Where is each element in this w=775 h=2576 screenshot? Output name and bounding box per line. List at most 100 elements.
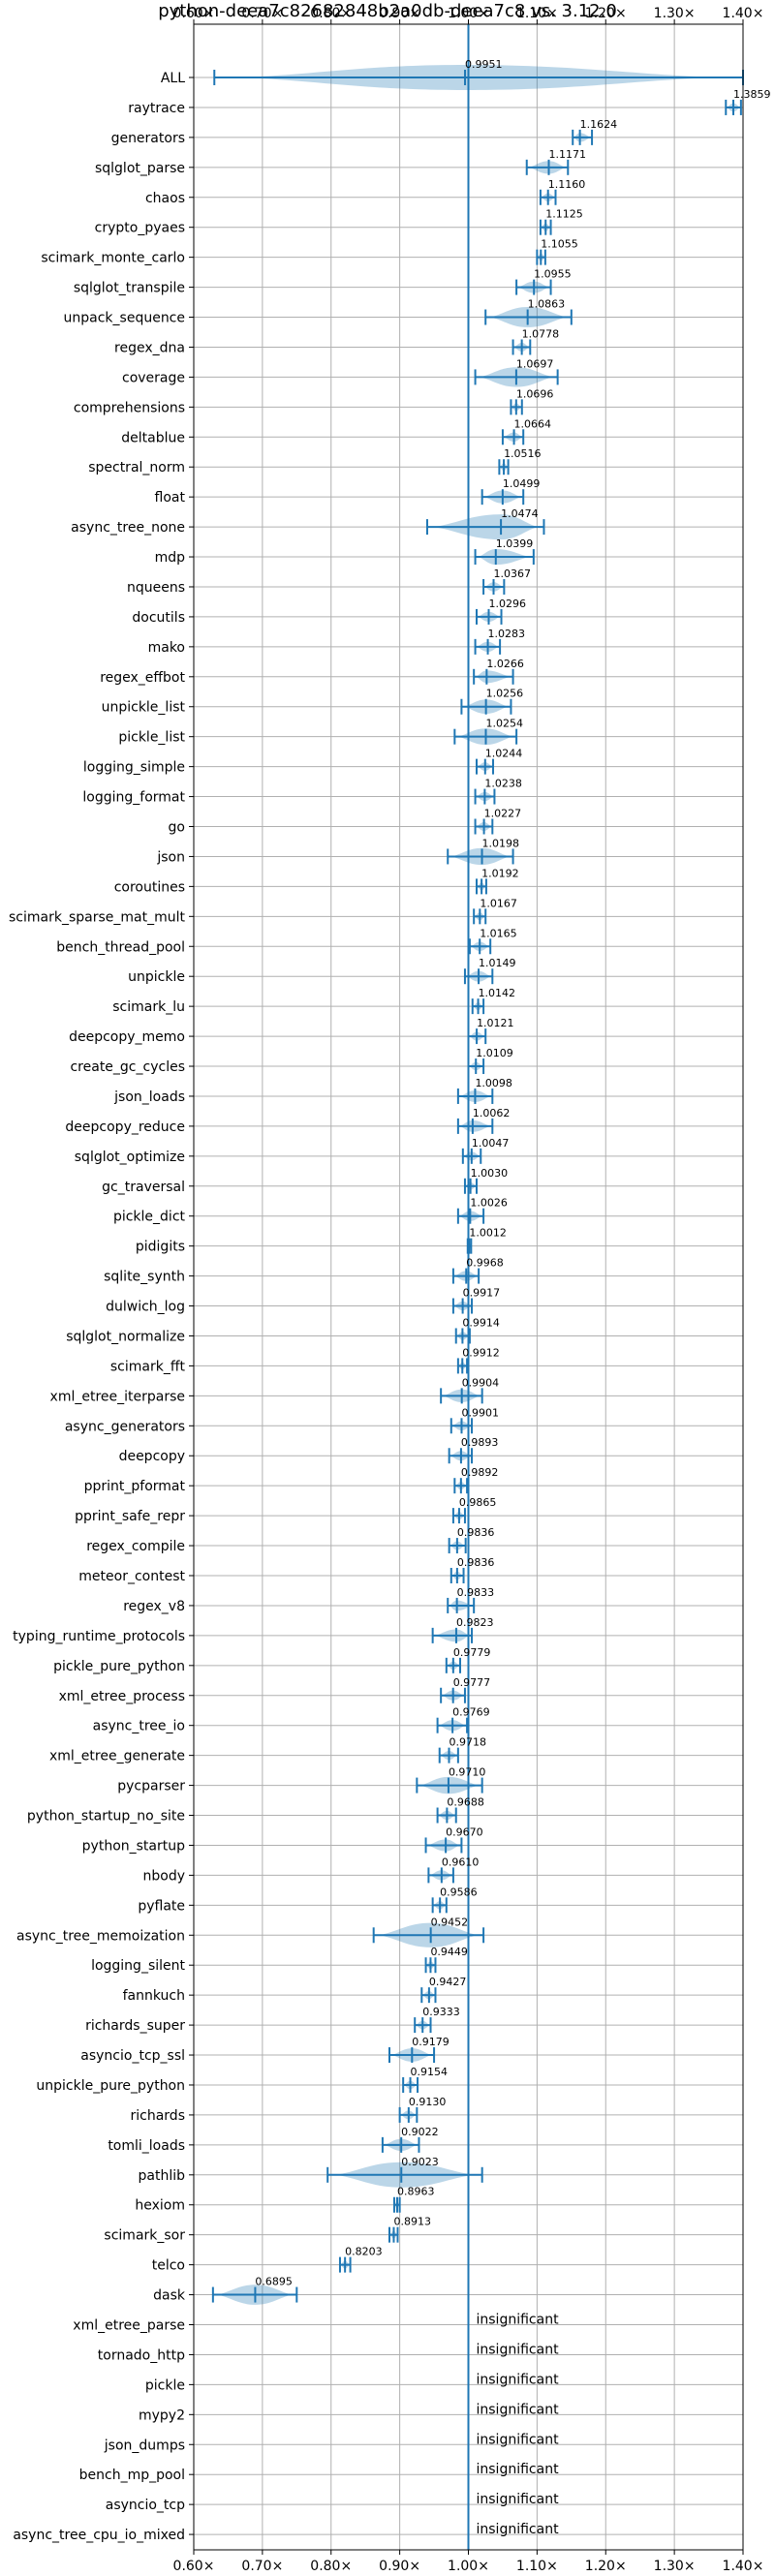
value-label: 0.9769: [452, 1706, 490, 1719]
value-label: 1.0030: [471, 1167, 508, 1180]
value-label: 1.0165: [480, 927, 516, 939]
value-label: 1.0256: [486, 688, 524, 700]
category-label: comprehensions: [74, 400, 185, 415]
x-tick-label-bottom: 1.20×: [585, 2559, 627, 2574]
value-label: 1.0238: [484, 778, 522, 790]
category-label: pickle: [145, 2377, 185, 2393]
category-label: json_loads: [113, 1089, 185, 1105]
category-label: bench_thread_pool: [56, 939, 185, 955]
category-label: sqlglot_transpile: [74, 281, 185, 296]
x-tick-label-top: 0.80×: [310, 6, 352, 21]
value-label: 1.1055: [541, 238, 578, 251]
category-label: pickle_dict: [113, 1210, 186, 1225]
category-label: pprint_pformat: [84, 1479, 186, 1494]
category-label: json_dumps: [104, 2438, 185, 2453]
value-label: 0.9865: [459, 1496, 497, 1509]
value-label: 1.0192: [481, 867, 519, 879]
value-label: 0.9670: [446, 1825, 483, 1838]
category-label: deepcopy_memo: [69, 1029, 185, 1045]
category-label: dask: [153, 2288, 186, 2304]
x-tick-label-bottom: 0.90×: [379, 2559, 420, 2574]
category-label: unpickle_list: [102, 700, 186, 716]
value-label: 0.9710: [449, 1766, 486, 1779]
value-label: 1.0012: [469, 1227, 506, 1240]
value-label: 0.9823: [456, 1616, 494, 1629]
x-tick-label-bottom: 1.30×: [654, 2559, 696, 2574]
category-label: go: [169, 820, 185, 836]
category-label: spectral_norm: [88, 460, 185, 475]
value-label: 0.9779: [453, 1646, 491, 1659]
value-label: 1.0026: [470, 1197, 508, 1210]
category-label: regex_v8: [123, 1599, 185, 1614]
value-label: 0.9023: [401, 2156, 439, 2168]
category-label: json: [156, 849, 185, 865]
value-label: 1.0778: [522, 327, 560, 340]
category-label: coverage: [122, 370, 185, 385]
value-label: 0.9833: [457, 1586, 495, 1599]
value-label: 0.9951: [465, 58, 502, 71]
value-label: 1.0399: [496, 537, 534, 550]
category-label: tomli_loads: [108, 2138, 185, 2154]
category-label: deepcopy_reduce: [65, 1119, 185, 1135]
value-label: 1.0664: [514, 417, 552, 430]
x-tick-label-top: 1.20×: [585, 6, 627, 21]
category-label: sqlglot_parse: [95, 161, 185, 176]
category-label: mypy2: [139, 2407, 185, 2423]
category-label: pathlib: [139, 2168, 186, 2184]
value-label: 0.9427: [429, 1976, 467, 1988]
category-label: asyncio_tcp_ssl: [80, 2048, 185, 2064]
category-label: bench_mp_pool: [79, 2468, 185, 2483]
category-label: mako: [148, 640, 185, 656]
value-label: 0.9688: [447, 1796, 484, 1809]
category-label: async_tree_none: [71, 520, 185, 536]
value-label: 1.0149: [479, 957, 516, 969]
category-label: generators: [111, 131, 185, 146]
category-label: richards: [131, 2108, 186, 2124]
category-label: pyflate: [138, 1898, 185, 1914]
value-label: 0.9179: [412, 2036, 450, 2048]
x-tick-label-bottom: 1.40×: [723, 2559, 764, 2574]
value-label: 1.0198: [482, 837, 520, 849]
value-label: 0.9449: [430, 1946, 468, 1958]
value-label: 0.9718: [450, 1736, 487, 1749]
category-label: async_generators: [65, 1419, 185, 1434]
category-label: logging_simple: [83, 760, 185, 776]
value-label: 1.1125: [545, 208, 583, 221]
x-tick-label-top: 0.60×: [173, 6, 215, 21]
category-label: chaos: [145, 191, 185, 206]
category-label: logging_silent: [91, 1958, 185, 1974]
value-label: 0.9892: [461, 1466, 498, 1479]
category-label: regex_dna: [114, 340, 185, 355]
x-tick-label-top: 0.70×: [241, 6, 283, 21]
category-label: scimark_fft: [110, 1359, 186, 1374]
x-tick-label-top: 0.90×: [379, 6, 420, 21]
value-label: 0.9610: [442, 1855, 480, 1868]
category-label: xml_etree_generate: [49, 1749, 185, 1764]
value-label: 0.9154: [411, 2066, 449, 2078]
value-label: 0.9333: [422, 2006, 460, 2018]
category-label: tornado_http: [98, 2347, 185, 2363]
value-label: 1.0367: [494, 567, 531, 580]
category-label: deepcopy: [119, 1449, 185, 1464]
category-label: float: [155, 490, 186, 506]
category-label: pickle_pure_python: [53, 1659, 185, 1674]
category-label: mdp: [155, 550, 186, 566]
insignificant-label: insignificant: [477, 2492, 560, 2507]
insignificant-label: insignificant: [477, 2372, 560, 2387]
insignificant-label: insignificant: [477, 2432, 560, 2447]
category-label: raytrace: [128, 101, 185, 116]
insignificant-label: insignificant: [477, 2522, 560, 2537]
category-label: python_startup_no_site: [27, 1809, 185, 1825]
category-label: richards_super: [85, 2018, 185, 2034]
category-label: typing_runtime_protocols: [13, 1629, 185, 1644]
value-label: 0.9022: [401, 2126, 439, 2138]
value-label: 1.0474: [501, 507, 539, 520]
insignificant-label: insignificant: [477, 2342, 560, 2357]
x-tick-label-top: 1.10×: [516, 6, 558, 21]
value-label: 1.0227: [484, 808, 522, 820]
value-label: 0.8963: [397, 2186, 435, 2198]
value-label: 1.1171: [548, 148, 586, 161]
category-label: sqlglot_normalize: [66, 1329, 185, 1344]
category-label: scimark_sor: [104, 2228, 185, 2244]
category-label: telco: [152, 2258, 185, 2274]
